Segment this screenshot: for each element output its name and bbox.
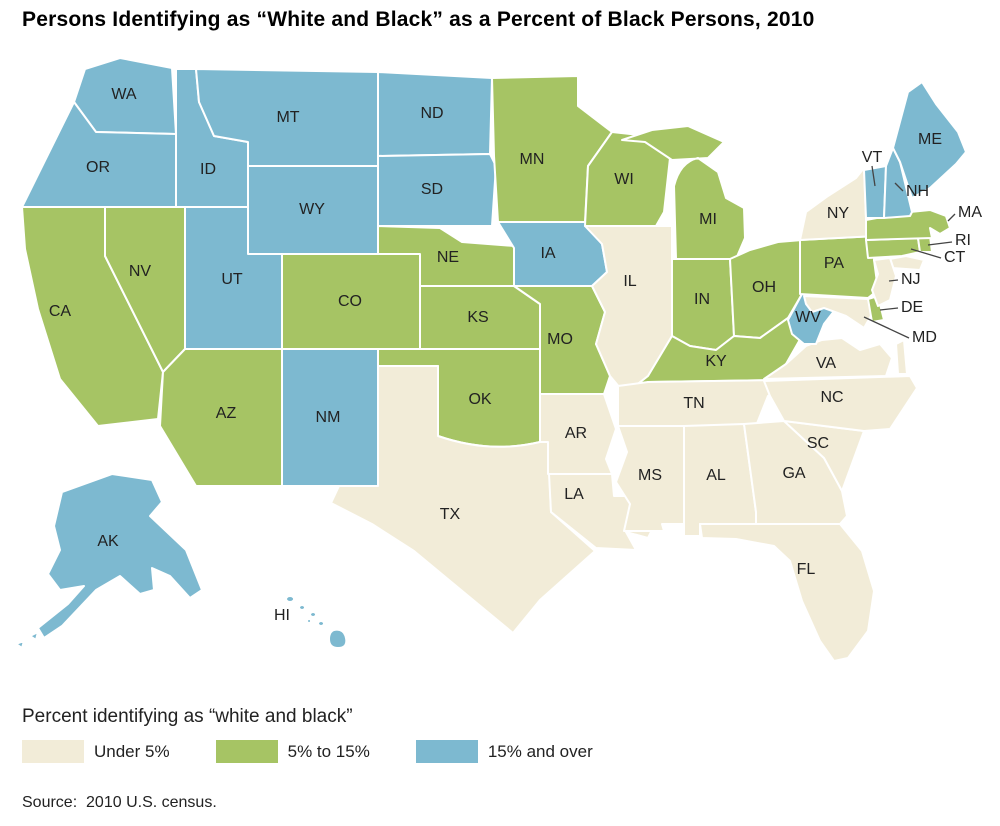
legend-label-5-to-15: 5% to 15% (287, 741, 370, 761)
legend-swatch-under-5 (22, 740, 84, 763)
state-label-WY: WY (299, 201, 325, 218)
state-label-LA: LA (564, 486, 584, 503)
state-label-MA: MA (958, 204, 982, 221)
callout-line-MD (863, 316, 910, 339)
state-label-MD: MD (912, 329, 937, 346)
state-label-NY: NY (827, 205, 850, 222)
state-label-NJ: NJ (901, 271, 921, 288)
state-label-OR: OR (86, 159, 110, 176)
state-label-TX: TX (440, 506, 461, 523)
state-label-FL: FL (797, 561, 816, 578)
legend-item-15-and-over: 15% and over (415, 740, 593, 763)
state-label-KY: KY (705, 353, 727, 370)
callout-line-NJ (888, 279, 899, 282)
state-VA (763, 337, 908, 380)
state-label-DE: DE (901, 299, 923, 316)
state-label-IN: IN (694, 291, 710, 308)
state-SD (377, 153, 497, 227)
legend-label-15-and-over: 15% and over (487, 741, 593, 761)
state-label-GA: GA (782, 465, 805, 482)
state-label-NE: NE (437, 249, 459, 266)
callout-line-CT (910, 248, 942, 259)
state-label-MN: MN (520, 151, 545, 168)
callout-line-NH (894, 182, 904, 192)
state-label-AZ: AZ (216, 405, 237, 422)
callout-line-DE (879, 307, 899, 311)
state-label-SC: SC (807, 435, 829, 452)
state-VT (863, 165, 887, 219)
legend-item-5-to-15: 5% to 15% (215, 740, 370, 763)
state-FL (699, 523, 875, 662)
state-label-IA: IA (540, 245, 555, 262)
us-map-svg: WA OR CA NV ID MT WY UT CO AZ NM ND SD NE KS OK TX MN IA MO… (15, 57, 982, 662)
state-label-PA: PA (824, 255, 844, 272)
legend-title: Percent identifying as “white and black” (22, 706, 353, 727)
state-label-VA: VA (816, 355, 836, 372)
state-CT (865, 237, 921, 259)
state-label-AK: AK (97, 533, 119, 550)
state-label-MO: MO (547, 331, 573, 348)
state-label-WV: WV (795, 309, 821, 326)
state-label-SD: SD (421, 181, 443, 198)
state-label-NC: NC (820, 389, 843, 406)
legend-label-under-5: Under 5% (94, 741, 170, 761)
state-ME (892, 81, 967, 199)
state-label-ND: ND (420, 105, 443, 122)
state-label-NV: NV (129, 263, 152, 280)
state-label-UT: UT (221, 271, 243, 288)
state-label-HI: HI (274, 607, 290, 624)
state-label-TN: TN (683, 395, 704, 412)
state-label-OK: OK (468, 391, 491, 408)
state-MI (621, 125, 746, 260)
state-label-MT: MT (276, 109, 299, 126)
state-label-AL: AL (706, 467, 726, 484)
state-label-CA: CA (49, 303, 72, 320)
state-label-MI: MI (699, 211, 717, 228)
state-label-WI: WI (614, 171, 634, 188)
state-NJ (871, 257, 897, 307)
state-label-CO: CO (338, 293, 362, 310)
state-label-AR: AR (565, 425, 587, 442)
state-label-OH: OH (752, 279, 776, 296)
state-label-NM: NM (316, 409, 341, 426)
legend-swatch-5-to-15 (215, 740, 278, 763)
us-choropleth-map: WA OR CA NV ID MT WY UT CO AZ NM ND SD NE KS OK TX MN IA MO… (0, 44, 1000, 704)
legend: Under 5% 5% to 15% 15% and over (22, 740, 593, 763)
state-label-MS: MS (638, 467, 662, 484)
state-label-VT: VT (862, 149, 883, 166)
state-AK (15, 473, 203, 649)
state-label-ME: ME (918, 131, 942, 148)
state-label-IL: IL (623, 273, 636, 290)
state-label-ID: ID (200, 161, 216, 178)
state-TX (330, 365, 596, 634)
state-label-CT: CT (944, 249, 966, 266)
state-label-NH: NH (906, 183, 929, 200)
state-HI (285, 595, 348, 649)
state-label-WA: WA (111, 86, 137, 103)
legend-swatch-15-and-over (415, 740, 478, 763)
state-label-KS: KS (467, 309, 488, 326)
state-NC (763, 375, 918, 432)
page-title: Persons Identifying as “White and Black”… (22, 8, 815, 31)
callout-line-MA (947, 213, 956, 222)
callout-line-VT (871, 165, 876, 187)
callout-line-RI (927, 241, 953, 246)
state-label-RI: RI (955, 232, 971, 249)
legend-item-under-5: Under 5% (22, 740, 170, 763)
source-note: Source: 2010 U.S. census. (22, 794, 217, 811)
